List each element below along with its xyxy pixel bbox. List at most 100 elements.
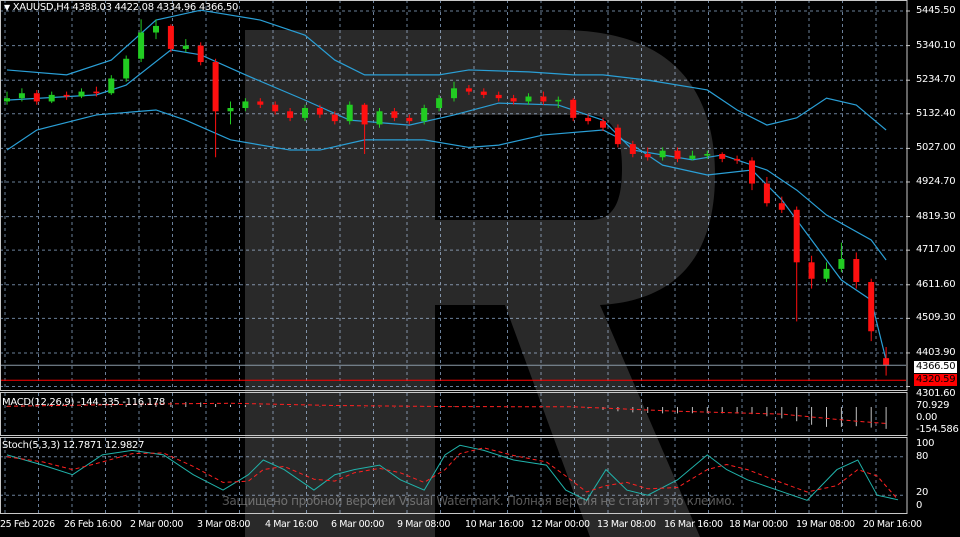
candle-body bbox=[734, 158, 741, 161]
candle-body bbox=[719, 153, 726, 159]
symbol-header: ▼ XAUUSD,H4 4388.03 4422.08 4334.96 4366… bbox=[4, 2, 238, 14]
collapse-icon[interactable]: ▼ bbox=[4, 3, 10, 12]
candle-body bbox=[495, 94, 502, 99]
candle-body bbox=[18, 93, 25, 99]
candle-body bbox=[838, 259, 845, 269]
time-axis-label: 13 Mar 08:00 bbox=[597, 519, 656, 530]
ohlc-high: 4422.08 bbox=[114, 2, 155, 13]
candle-body bbox=[391, 111, 398, 118]
candle-body bbox=[242, 101, 249, 109]
candle-body bbox=[763, 183, 770, 204]
candle-body bbox=[346, 104, 353, 122]
candle-body bbox=[451, 88, 457, 99]
candle-body bbox=[331, 114, 338, 122]
candle-body bbox=[689, 155, 696, 159]
candle-body bbox=[361, 104, 368, 125]
price-axis-label: 4611.60 bbox=[916, 278, 956, 290]
time-axis-label: 12 Mar 00:00 bbox=[531, 519, 590, 530]
candle-body bbox=[287, 111, 294, 118]
price-axis-label: 5445.50 bbox=[916, 5, 956, 16]
candle-body bbox=[629, 144, 636, 154]
time-axis-label: 25 Feb 2026 bbox=[0, 519, 55, 530]
price-axis-label: 5234.70 bbox=[916, 74, 956, 86]
stoch-label: Stoch(5,3,3) 12.7871 12.9827 bbox=[2, 440, 145, 451]
candle-body bbox=[212, 62, 219, 112]
bollinger-middle-line bbox=[6, 49, 887, 261]
stoch-axis-0: 0 bbox=[916, 500, 923, 511]
stoch-axis-20: 20 bbox=[916, 487, 929, 498]
candle-body bbox=[4, 98, 10, 102]
candle-body bbox=[227, 108, 234, 112]
price-axis-label: 5027.00 bbox=[916, 142, 956, 154]
time-axis-label: 9 Mar 08:00 bbox=[397, 519, 450, 530]
candle-body bbox=[480, 91, 487, 95]
candle-body bbox=[436, 98, 443, 109]
bollinger-upper-line bbox=[6, 9, 887, 131]
price-axis-label: 4717.00 bbox=[916, 244, 956, 256]
candle-body bbox=[138, 32, 145, 59]
macd-signal-line bbox=[6, 402, 887, 424]
candle-body bbox=[868, 282, 875, 332]
candle-body bbox=[48, 94, 55, 102]
candle-body bbox=[421, 108, 428, 122]
macd-panel bbox=[6, 401, 887, 429]
candle-body bbox=[93, 91, 100, 94]
bollinger-lower-line bbox=[6, 109, 887, 361]
time-axis-label: 3 Mar 08:00 bbox=[197, 519, 250, 530]
candle-body bbox=[525, 96, 532, 102]
candle-body bbox=[167, 25, 174, 49]
symbol-label: XAUUSD,H4 bbox=[12, 2, 70, 13]
time-axis-label: 19 Mar 08:00 bbox=[796, 519, 855, 530]
ohlc-low: 4334.96 bbox=[156, 2, 197, 13]
candle-body bbox=[778, 203, 785, 210]
panel-frame bbox=[0, 0, 908, 391]
price-axis-label: 5132.40 bbox=[916, 107, 956, 119]
candle-body bbox=[33, 93, 40, 102]
alert-price-tag: 4320.59 bbox=[914, 374, 958, 386]
candle-body bbox=[302, 108, 308, 118]
candle-body bbox=[108, 78, 115, 94]
current-price-tag: 4366.50 bbox=[914, 361, 958, 373]
candle-body bbox=[674, 150, 681, 159]
price-axis-label: 4301.60 bbox=[916, 388, 956, 399]
candle-body bbox=[704, 153, 711, 156]
candle-body bbox=[257, 101, 264, 105]
ohlc-open: 4388.03 bbox=[72, 2, 112, 13]
macd-axis-zero: 0.00 bbox=[916, 412, 938, 423]
stoch-axis-80: 80 bbox=[916, 451, 929, 462]
time-axis-label: 26 Feb 16:00 bbox=[64, 519, 122, 530]
candle-body bbox=[749, 160, 755, 184]
watermark-logo bbox=[245, 30, 715, 537]
candle-body bbox=[316, 108, 323, 115]
candle-body bbox=[510, 98, 517, 102]
ohlc-close: 4366.50 bbox=[198, 2, 239, 13]
time-axis-label: 16 Mar 16:00 bbox=[664, 519, 723, 530]
candle-body bbox=[793, 209, 800, 263]
panel-frame bbox=[0, 392, 908, 436]
candle-body bbox=[63, 94, 70, 97]
candle-body bbox=[555, 99, 562, 102]
bollinger-bands bbox=[6, 9, 887, 361]
time-axis-label: 18 Mar 00:00 bbox=[729, 519, 788, 530]
candle-body bbox=[376, 111, 383, 125]
candle-body bbox=[78, 91, 85, 97]
price-axis-label: 4509.30 bbox=[916, 312, 956, 324]
candle-body bbox=[883, 358, 890, 366]
stoch-signal-line bbox=[6, 447, 899, 501]
candle-body bbox=[659, 150, 666, 158]
candle-body bbox=[808, 262, 815, 279]
candle-body bbox=[600, 121, 606, 128]
time-axis-label: 20 Mar 16:00 bbox=[863, 519, 922, 530]
stoch-axis-100: 100 bbox=[916, 438, 935, 449]
candle-body bbox=[585, 117, 592, 122]
time-axis-label: 2 Mar 00:00 bbox=[130, 519, 183, 530]
candle-body bbox=[197, 45, 204, 63]
candle-body bbox=[853, 259, 860, 283]
panel-frames bbox=[0, 0, 908, 514]
candle-body bbox=[153, 25, 159, 33]
candle-body bbox=[182, 45, 189, 49]
price-axis-label: 4819.30 bbox=[916, 210, 956, 222]
macd-label: MACD(12,26,9) -144.335 -116.178 bbox=[2, 397, 165, 408]
time-axis-label: 6 Mar 00:00 bbox=[331, 519, 384, 530]
